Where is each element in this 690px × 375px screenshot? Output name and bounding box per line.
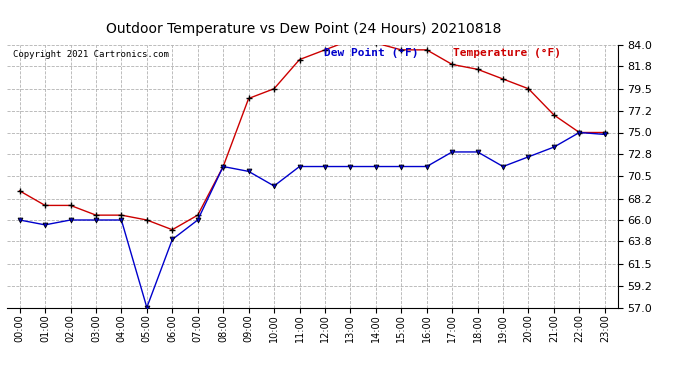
Text: Temperature (°F): Temperature (°F) — [453, 48, 561, 58]
Text: Dew Point (°F): Dew Point (°F) — [324, 48, 419, 58]
Text: Copyright 2021 Cartronics.com: Copyright 2021 Cartronics.com — [13, 50, 169, 59]
Text: Outdoor Temperature vs Dew Point (24 Hours) 20210818: Outdoor Temperature vs Dew Point (24 Hou… — [106, 22, 502, 36]
